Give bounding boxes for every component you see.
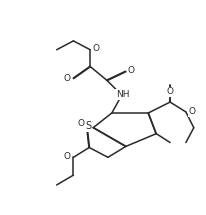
Text: O: O — [64, 152, 71, 161]
Text: O: O — [77, 119, 84, 127]
Text: O: O — [187, 107, 194, 116]
Text: NH: NH — [115, 90, 129, 99]
Text: O: O — [92, 44, 99, 53]
Text: O: O — [166, 88, 173, 96]
Text: S: S — [85, 121, 91, 131]
Text: O: O — [127, 66, 134, 75]
Text: O: O — [64, 74, 71, 83]
